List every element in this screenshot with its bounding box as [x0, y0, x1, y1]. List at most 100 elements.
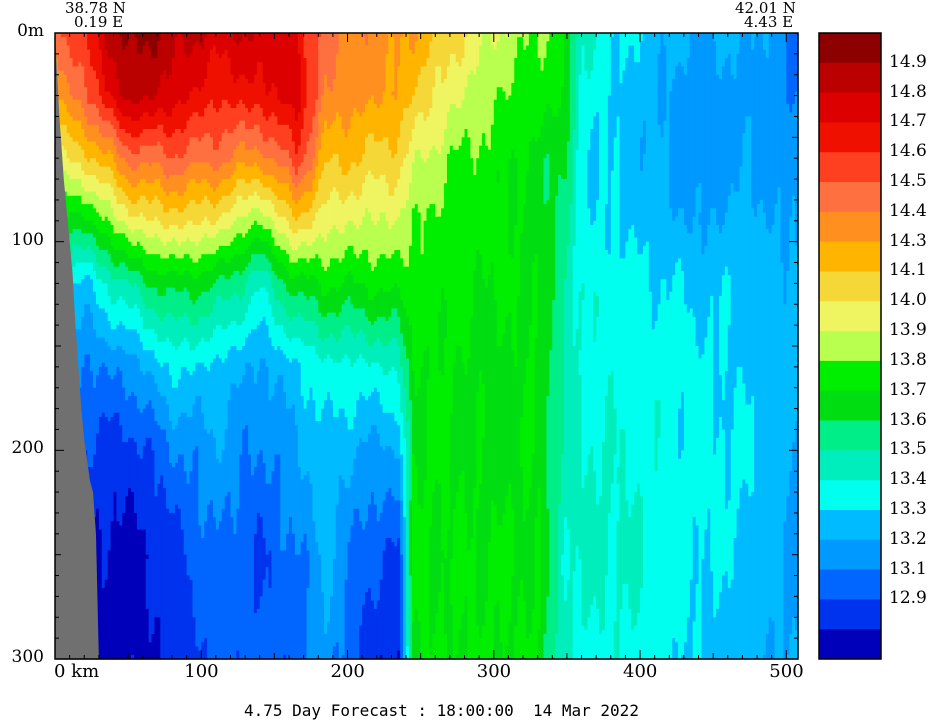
heatmap-cell: [347, 170, 352, 197]
heatmap-cell: [160, 33, 164, 76]
heatmap-cell: [757, 33, 761, 205]
heatmap-cell: [286, 166, 290, 184]
heatmap-cell: [119, 141, 123, 159]
heatmap-cell: [215, 187, 220, 205]
heatmap-cell: [172, 270, 176, 289]
heatmap-cell: [133, 120, 138, 138]
heatmap-cell: [204, 195, 208, 218]
heatmap-cell: [400, 554, 404, 660]
heatmap-cell: [297, 312, 302, 339]
heatmap-cell: [98, 166, 103, 184]
heatmap-cell: [78, 262, 82, 284]
heatmap-cell: [224, 128, 229, 163]
heatmap-cell: [93, 33, 97, 72]
heatmap-cell: [136, 120, 141, 138]
heatmap-cell: [479, 145, 483, 255]
heatmap-cell: [172, 346, 176, 389]
heatmap-cell: [452, 508, 457, 660]
colorbar-swatch: [819, 390, 881, 422]
heatmap-cell: [166, 258, 170, 272]
heatmap-cell: [382, 174, 387, 214]
heatmap-cell: [391, 37, 395, 93]
heatmap-cell: [476, 391, 480, 510]
heatmap-cell: [172, 133, 176, 159]
heatmap-cell: [640, 254, 644, 497]
heatmap-cell: [698, 183, 703, 214]
heatmap-cell: [391, 287, 395, 310]
heatmap-cell: [60, 99, 65, 126]
heatmap-cell: [154, 496, 158, 618]
heatmap-cell: [145, 371, 150, 406]
heatmap-cell: [95, 78, 100, 109]
heatmap-cell: [362, 33, 366, 38]
heatmap-cell: [174, 154, 179, 176]
heatmap-cell: [359, 116, 363, 163]
heatmap-cell: [145, 350, 150, 372]
heatmap-cell: [172, 316, 176, 347]
heatmap-cell: [341, 128, 346, 176]
heatmap-cell: [297, 291, 302, 314]
heatmap-cell: [210, 166, 214, 189]
heatmap-cell: [607, 33, 612, 97]
heatmap-cell: [332, 224, 337, 259]
heatmap-cell: [599, 33, 603, 497]
heatmap-cell: [116, 325, 120, 347]
heatmap-cell: [218, 275, 223, 297]
heatmap-cell: [575, 33, 580, 38]
heatmap-cell: [107, 137, 112, 151]
heatmap-cell: [359, 308, 363, 330]
heatmap-cell: [561, 454, 565, 556]
heatmap-cell: [248, 454, 252, 660]
heatmap-cell: [420, 33, 425, 67]
heatmap-cell: [303, 258, 308, 276]
heatmap-cell: [397, 33, 401, 67]
heatmap-cell: [566, 579, 571, 660]
heatmap-cell: [563, 517, 568, 602]
heatmap-cell: [376, 179, 381, 222]
heatmap-cell: [414, 149, 419, 205]
heatmap-cell: [367, 346, 372, 368]
heatmap-cell: [151, 33, 156, 59]
heatmap-cell: [277, 262, 281, 280]
heatmap-cell: [192, 262, 197, 280]
heatmap-cell: [250, 179, 255, 197]
heatmap-cell: [367, 366, 372, 397]
heatmap-cell: [268, 400, 273, 485]
heatmap-cell: [683, 74, 688, 226]
heatmap-cell: [397, 137, 401, 180]
heatmap-cell: [394, 220, 398, 251]
heatmap-cell: [210, 33, 214, 51]
heatmap-cell: [236, 508, 240, 652]
heatmap-cell: [721, 33, 726, 67]
heatmap-cell: [169, 191, 173, 209]
heatmap-cell: [619, 33, 624, 84]
heatmap-cell: [136, 166, 141, 184]
heatmap-cell: [338, 337, 343, 364]
heatmap-cell: [101, 199, 106, 222]
heatmap-cell: [215, 458, 220, 531]
heatmap-cell: [388, 316, 392, 343]
heatmap-cell: [713, 33, 717, 42]
heatmap-cell: [230, 517, 235, 660]
heatmap-cell: [517, 295, 521, 597]
heatmap-cell: [160, 166, 164, 189]
heatmap-cell: [119, 346, 123, 372]
heatmap-cell: [599, 633, 603, 660]
heatmap-cell: [663, 120, 667, 280]
heatmap-cell: [525, 33, 530, 47]
heatmap-cell: [525, 638, 530, 660]
heatmap-cell: [283, 199, 287, 218]
heatmap-cell: [160, 241, 164, 259]
heatmap-cell: [192, 45, 197, 88]
heatmap-cell: [245, 312, 249, 339]
heatmap-cell: [309, 275, 314, 297]
heatmap-cell: [365, 250, 369, 289]
heatmap-cell: [133, 229, 138, 247]
heatmap-cell: [192, 137, 197, 163]
heatmap-cell: [81, 149, 85, 172]
heatmap-cell: [122, 220, 126, 234]
heatmap-cell: [473, 270, 477, 489]
heatmap-cell: [739, 366, 744, 489]
colorbar-label: 13.2: [889, 528, 927, 549]
heatmap-cell: [163, 341, 167, 364]
